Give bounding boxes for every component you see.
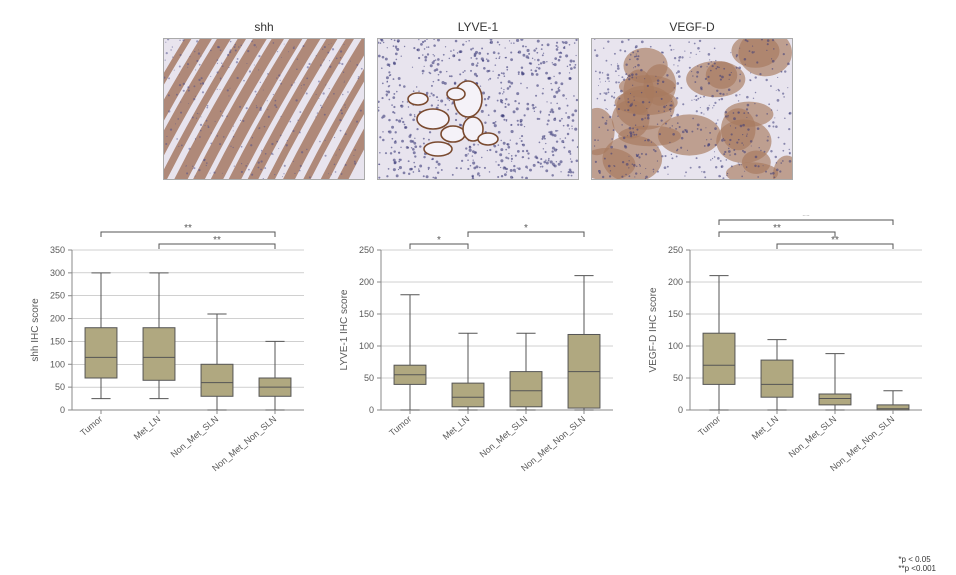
image-title: shh (254, 20, 273, 34)
chart-container-1: 0 50 100 150 200 250 LYVE-1 IHC score Tumor Met_… (333, 215, 623, 490)
svg-text:250: 250 (50, 291, 65, 301)
legend-line: *p < 0.05 (898, 555, 936, 564)
svg-text:shh IHC score: shh IHC score (30, 298, 41, 362)
svg-text:**: ** (773, 223, 781, 234)
svg-text:**: ** (802, 215, 810, 222)
svg-text:150: 150 (50, 336, 65, 346)
svg-text:150: 150 (668, 309, 683, 319)
svg-text:LYVE-1 IHC score: LYVE-1 IHC score (339, 289, 350, 370)
svg-text:300: 300 (50, 268, 65, 278)
boxplot-chart-1: 0 50 100 150 200 250 LYVE-1 IHC score Tumor Met_… (333, 215, 623, 485)
svg-text:Non_Met_SLN: Non_Met_SLN (169, 414, 221, 460)
svg-text:0: 0 (369, 405, 374, 415)
svg-text:250: 250 (359, 245, 374, 255)
svg-text:50: 50 (55, 382, 65, 392)
image-title: VEGF-D (669, 20, 714, 34)
svg-text:Met_LN: Met_LN (441, 414, 472, 442)
legend-line: **p <0.001 (898, 564, 936, 573)
svg-text:0: 0 (678, 405, 683, 415)
svg-text:Non_Met_Non_SLN: Non_Met_Non_SLN (210, 414, 278, 473)
histology-image-2: VEGF-D (591, 20, 793, 180)
svg-text:200: 200 (359, 277, 374, 287)
svg-text:Non_Met_SLN: Non_Met_SLN (478, 414, 530, 460)
boxplot-chart-2: 0 50 100 150 200 250 VEGF-D IHC score Tumor Met_… (642, 215, 932, 485)
svg-text:250: 250 (668, 245, 683, 255)
svg-text:**: ** (184, 223, 192, 234)
significance-legend: *p < 0.05**p <0.001 (898, 555, 936, 573)
histology-image-1: LYVE-1 (377, 20, 579, 180)
svg-text:Non_Met_SLN: Non_Met_SLN (786, 414, 838, 460)
svg-text:VEGF-D IHC score: VEGF-D IHC score (648, 287, 659, 372)
svg-text:350: 350 (50, 245, 65, 255)
svg-text:Tumor: Tumor (79, 414, 105, 438)
boxplot-chart-0: 0 50 100 150 200 250 300 350 shh IHC score Tumor M… (24, 215, 314, 485)
svg-text:100: 100 (50, 359, 65, 369)
svg-text:Met_LN: Met_LN (749, 414, 780, 442)
svg-text:150: 150 (359, 309, 374, 319)
svg-text:Non_Met_Non_SLN: Non_Met_Non_SLN (519, 414, 587, 473)
svg-text:200: 200 (668, 277, 683, 287)
svg-text:Tumor: Tumor (696, 414, 722, 438)
chart-container-0: 0 50 100 150 200 250 300 350 shh IHC score Tumor M… (24, 215, 314, 490)
image-title: LYVE-1 (458, 20, 498, 34)
svg-text:100: 100 (359, 341, 374, 351)
svg-text:Tumor: Tumor (387, 414, 413, 438)
svg-text:*: * (437, 235, 441, 246)
svg-text:*: * (524, 223, 528, 234)
histology-image-0: shh (163, 20, 365, 180)
svg-text:Met_LN: Met_LN (132, 414, 163, 442)
svg-text:0: 0 (60, 405, 65, 415)
svg-text:200: 200 (50, 314, 65, 324)
svg-text:50: 50 (673, 373, 683, 383)
chart-container-2: 0 50 100 150 200 250 VEGF-D IHC score Tumor Met_… (642, 215, 932, 490)
svg-text:100: 100 (668, 341, 683, 351)
svg-text:Non_Met_Non_SLN: Non_Met_Non_SLN (828, 414, 896, 473)
svg-text:**: ** (213, 235, 221, 246)
svg-text:50: 50 (364, 373, 374, 383)
